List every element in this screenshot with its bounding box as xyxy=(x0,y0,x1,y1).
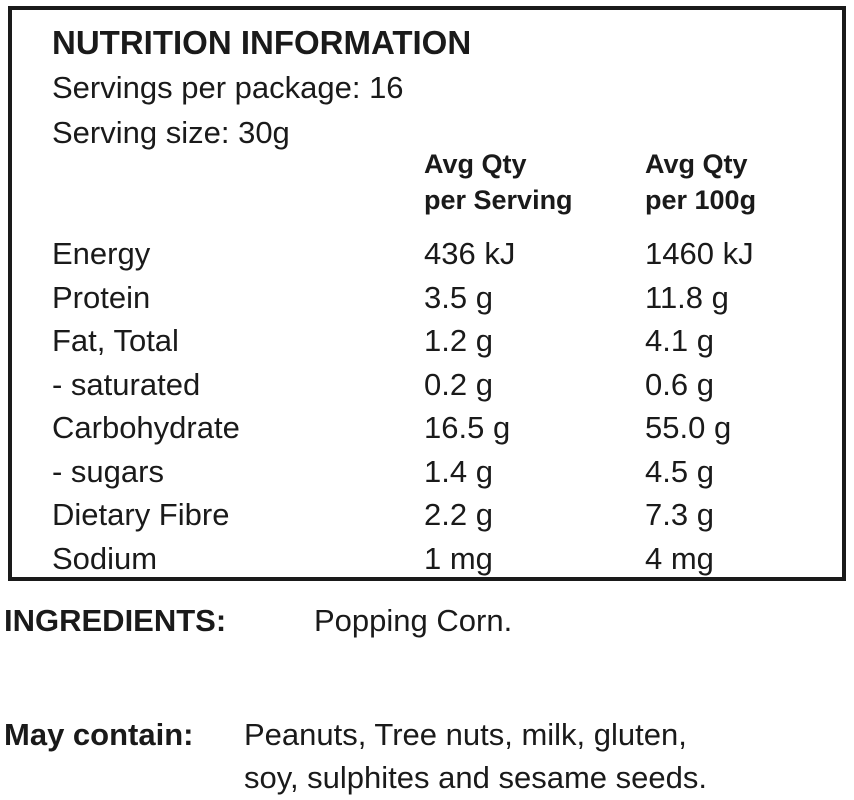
nutrient-name: - sugars xyxy=(52,453,164,489)
ingredients-value: Popping Corn. xyxy=(314,603,513,638)
nutrition-rows: Energy 436 kJ 1460 kJ Protein 3.5 g 11.8… xyxy=(52,232,832,580)
may-contain-line: soy, sulphites and sesame seeds. xyxy=(244,760,707,795)
per-100g-value: 4.5 g xyxy=(645,453,714,489)
per-serving-value: 2.2 g xyxy=(424,497,493,532)
may-contain-section: May contain: Peanuts, Tree nuts, milk, g… xyxy=(4,713,707,795)
may-contain-line: Peanuts, Tree nuts, milk, gluten, xyxy=(244,717,687,752)
nutrient-name: Carbohydrate xyxy=(52,410,240,445)
per-serving-value: 16.5 g xyxy=(424,410,511,445)
table-row: Sodium 1 mg 4 mg xyxy=(52,537,832,581)
per-100g-value: 0.6 g xyxy=(645,366,714,402)
per-100g-value: 4.1 g xyxy=(645,323,714,358)
per-100g-value: 4 mg xyxy=(645,540,714,576)
ingredients-section: INGREDIENTS: Popping Corn. xyxy=(4,603,512,639)
nutrition-title: NUTRITION INFORMATION xyxy=(52,24,472,61)
per-serving-value: 0.2 g xyxy=(424,366,493,402)
table-row: - saturated 0.2 g 0.6 g xyxy=(52,363,832,407)
nutrient-name: Fat, Total xyxy=(52,323,179,358)
table-row: Energy 436 kJ 1460 kJ xyxy=(52,232,832,276)
nutrition-panel: NUTRITION INFORMATION Servings per packa… xyxy=(8,6,846,581)
per-100g-value: 55.0 g xyxy=(645,410,732,445)
nutrient-name: - saturated xyxy=(52,366,201,402)
column-header-line: per 100g xyxy=(645,185,757,215)
per-100g-value: 1460 kJ xyxy=(645,236,754,271)
nutrient-name: Dietary Fibre xyxy=(52,497,230,532)
nutrient-name: Protein xyxy=(52,279,151,315)
per-100g-value: 11.8 g xyxy=(645,279,729,315)
nutrient-name: Energy xyxy=(52,236,151,271)
per-serving-value: 1.2 g xyxy=(424,323,493,358)
may-contain-value: Peanuts, Tree nuts, milk, gluten, soy, s… xyxy=(244,713,707,799)
servings-per-package: Servings per package: 16 xyxy=(52,70,404,105)
table-row: Fat, Total 1.2 g 4.1 g xyxy=(52,319,832,363)
per-serving-value: 1 mg xyxy=(424,540,493,576)
per-serving-value: 1.4 g xyxy=(424,453,493,489)
per-serving-value: 436 kJ xyxy=(424,236,516,271)
table-row: Carbohydrate 16.5 g 55.0 g xyxy=(52,406,832,450)
column-header-per-serving: Avg Qty per Serving xyxy=(424,146,573,218)
per-serving-value: 3.5 g xyxy=(424,279,493,315)
nutrient-name: Sodium xyxy=(52,540,158,576)
column-header-per-100g: Avg Qty per 100g xyxy=(645,146,756,218)
column-header-line: per Serving xyxy=(424,185,573,215)
column-header-line: Avg Qty xyxy=(645,149,748,179)
may-contain-label: May contain: xyxy=(4,717,194,752)
column-header-line: Avg Qty xyxy=(424,149,527,179)
serving-size: Serving size: 30g xyxy=(52,115,290,150)
table-row: Dietary Fibre 2.2 g 7.3 g xyxy=(52,493,832,537)
table-row: Protein 3.5 g 11.8 g xyxy=(52,276,832,320)
table-row: - sugars 1.4 g 4.5 g xyxy=(52,450,832,494)
per-100g-value: 7.3 g xyxy=(645,497,714,532)
ingredients-label: INGREDIENTS: xyxy=(4,603,227,638)
